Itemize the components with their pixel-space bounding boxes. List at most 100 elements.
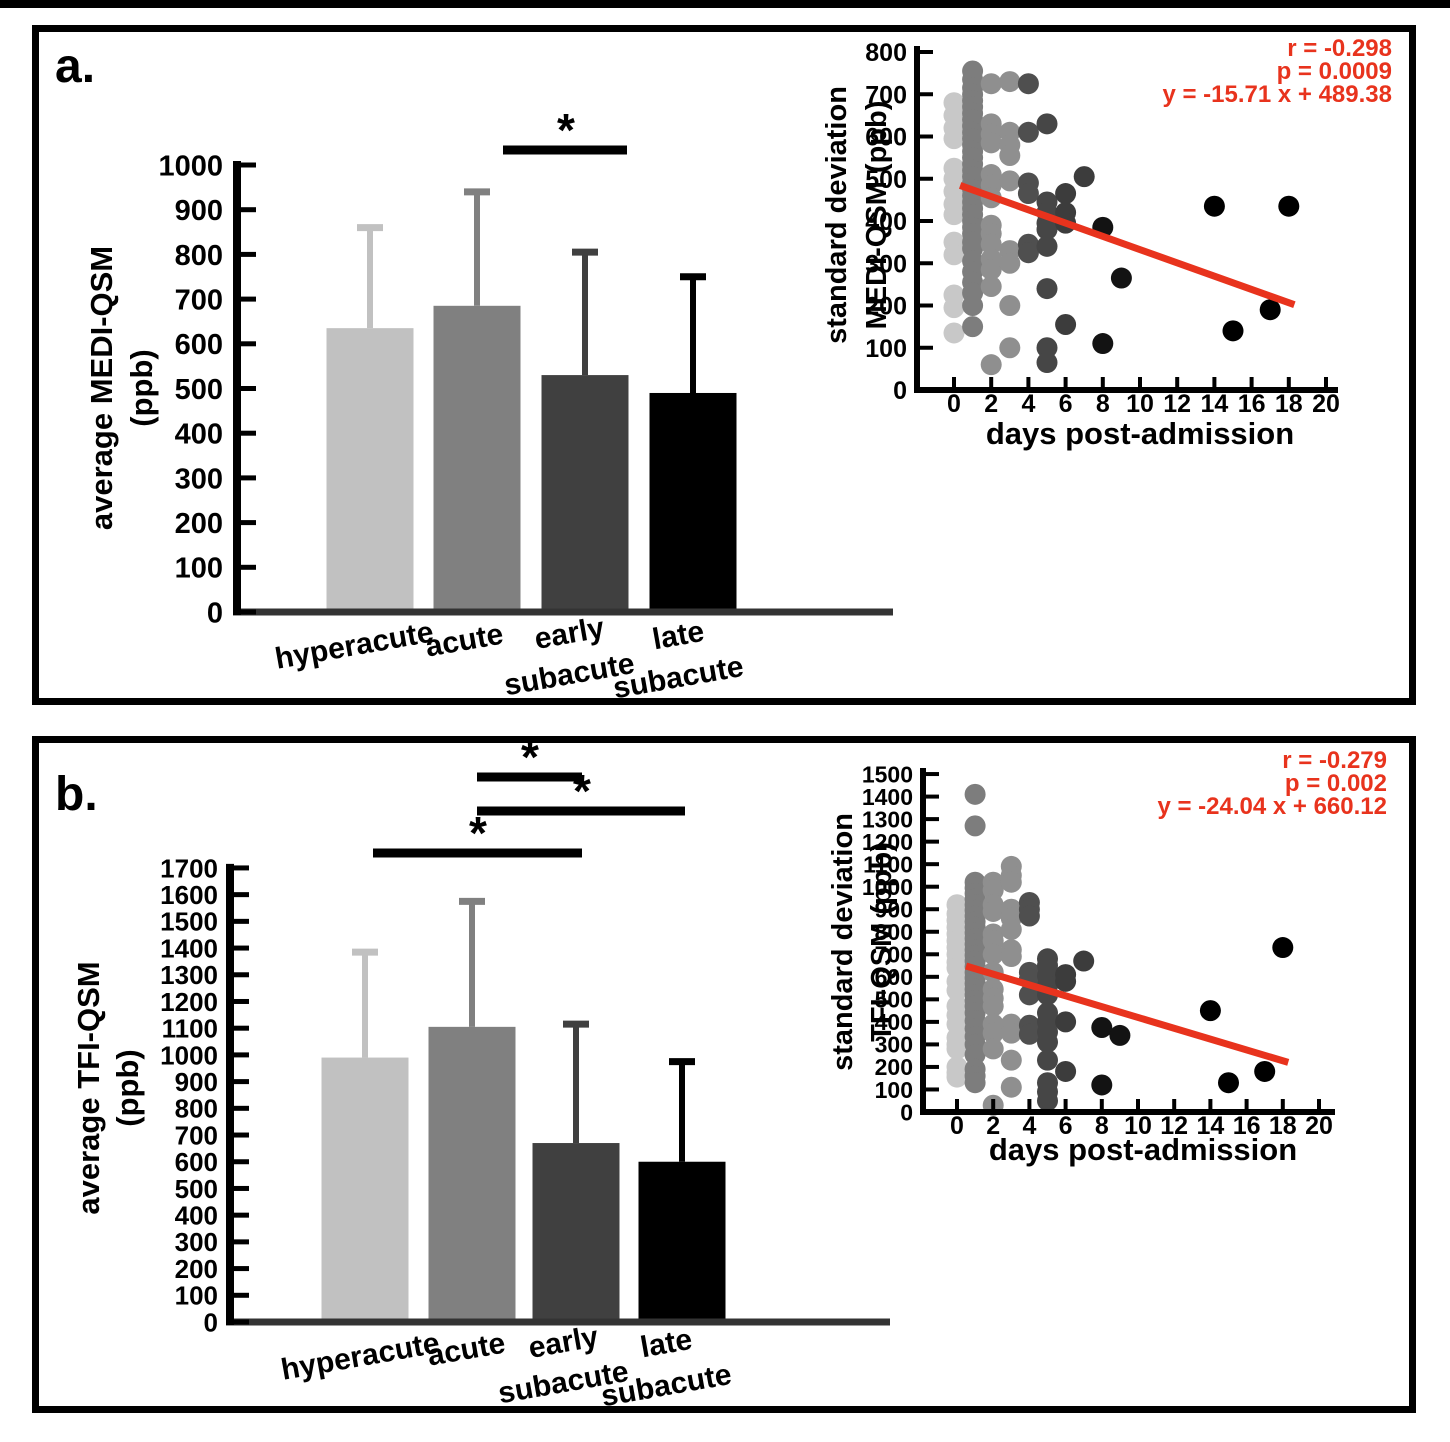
category-label-late-subacute: late	[638, 1323, 695, 1364]
scatter-point	[1000, 946, 1022, 968]
x-tick-label: 18	[1275, 390, 1303, 418]
y-tick-label: 1000	[160, 1040, 218, 1070]
scatter-point	[962, 295, 984, 316]
scatter-point	[943, 322, 965, 344]
bar-late-subacute	[649, 392, 737, 612]
category-label-hyperacute: hyperacute	[279, 1326, 442, 1386]
y-tick-label: 900	[175, 195, 223, 227]
scatter-point	[1036, 235, 1058, 257]
y-tick-label: 1500	[862, 761, 913, 787]
y-tick-label: 700	[175, 285, 223, 317]
scatter-point	[982, 879, 1004, 901]
scatter-point	[1109, 1024, 1131, 1046]
scatter-point	[1073, 166, 1095, 188]
scatter-point	[1037, 1049, 1058, 1071]
scatter-point	[999, 71, 1021, 93]
scatter-point	[980, 132, 1002, 154]
scatter-point	[1092, 333, 1114, 355]
x-tick-label: 14	[1196, 1112, 1224, 1140]
scatter-point	[980, 354, 1002, 376]
y-tick-label: 700	[175, 1120, 218, 1150]
y-tick-label: 100	[175, 553, 223, 585]
y-tick-label: 1300	[160, 960, 218, 990]
scatter-point	[982, 1022, 1004, 1044]
scatter-point	[1017, 242, 1039, 264]
y-axis-title: standard deviation	[827, 813, 859, 1071]
x-axis-title: days post-admission	[989, 1132, 1297, 1167]
y-tick-label: 500	[865, 166, 907, 194]
bar-early-subacute	[541, 375, 629, 612]
scatter-point	[1055, 1011, 1077, 1033]
scatter-point	[982, 943, 1004, 965]
scatter-point	[1110, 267, 1132, 289]
category-label-acute: acute	[423, 618, 506, 664]
y-tick-label: 200	[875, 1054, 913, 1080]
y-tick-label: 700	[875, 942, 913, 968]
y-axis-title: (ppb)	[110, 1049, 145, 1126]
scatter-point	[1036, 113, 1058, 135]
scatter-point	[1000, 1076, 1022, 1098]
y-tick-label: 1300	[862, 806, 913, 832]
scatter-point	[946, 1066, 968, 1088]
y-axis-title: average TFI-QSM	[71, 961, 106, 1214]
y-tick-label: 700	[865, 81, 907, 109]
x-tick-label: 20	[1312, 390, 1340, 418]
y-axis-title: TFI-QSM (ppb)	[866, 842, 898, 1042]
scatter-point	[943, 244, 965, 266]
y-tick-label: 400	[865, 208, 907, 236]
scatter-point	[982, 1038, 1004, 1060]
panel-a-label: a.	[55, 40, 95, 93]
stats-r: r = -0.298	[1287, 35, 1392, 62]
y-tick-label: 1600	[160, 880, 218, 910]
x-tick-label: 14	[1200, 390, 1228, 418]
y-tick-label: 1400	[160, 933, 218, 963]
scatter-point	[946, 979, 968, 1001]
x-tick-label: 10	[1126, 390, 1154, 418]
y-tick-label: 0	[207, 597, 223, 629]
x-tick-label: 16	[1233, 1112, 1261, 1140]
scatter-point	[943, 128, 965, 150]
scatter-point	[999, 145, 1021, 167]
scatter-point	[964, 815, 986, 837]
scatter-point	[1259, 299, 1281, 321]
scatter-point	[1037, 1031, 1058, 1053]
scatter-point	[1036, 278, 1058, 300]
stats-r: r = -0.279	[1282, 747, 1387, 774]
scatter-point	[980, 73, 1002, 95]
x-tick-label: 18	[1269, 1112, 1297, 1140]
x-tick-label: 8	[1096, 390, 1110, 418]
x-tick-label: 20	[1305, 1112, 1333, 1140]
scatter-point	[1036, 337, 1058, 359]
scatter-point	[999, 337, 1021, 359]
category-label-early-subacute: early	[532, 611, 607, 656]
regression-line	[958, 182, 1296, 308]
x-tick-label: 2	[984, 390, 998, 418]
significance-asterisk: *	[573, 765, 591, 817]
y-tick-label: 600	[865, 124, 907, 152]
y-tick-label: 600	[175, 1147, 218, 1177]
scatter-point	[1036, 218, 1058, 240]
bar-late-subacute	[638, 1161, 726, 1322]
category-label-late-subacute: late	[650, 615, 707, 656]
significance-asterisk: *	[557, 104, 575, 156]
scatter-point	[1203, 195, 1225, 217]
x-tick-label: 0	[950, 1112, 964, 1140]
bar-acute	[433, 305, 521, 612]
significance-asterisk: *	[521, 731, 539, 783]
scatter-point	[1017, 73, 1039, 95]
scatter-point	[943, 297, 965, 319]
scatter-point	[1000, 919, 1022, 941]
y-tick-label: 1700	[160, 853, 218, 883]
scatter-point	[1018, 905, 1040, 927]
scatter-point	[1000, 1022, 1022, 1044]
x-tick-label: 2	[986, 1112, 1000, 1140]
y-tick-label: 300	[865, 250, 907, 278]
y-tick-label: 600	[875, 964, 913, 990]
x-tick-label: 4	[1022, 1112, 1036, 1140]
stats-equation: y = -15.71 x + 489.38	[1162, 81, 1392, 108]
x-tick-label: 12	[1163, 390, 1191, 418]
scatter-point	[1018, 1023, 1040, 1045]
bar-early-subacute	[532, 1143, 620, 1322]
y-tick-label: 500	[175, 1174, 218, 1204]
